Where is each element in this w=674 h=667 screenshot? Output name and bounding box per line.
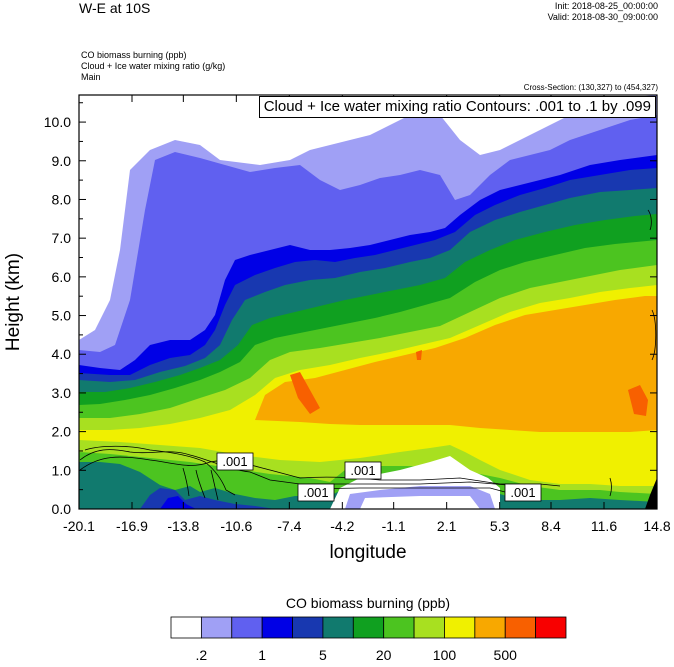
- colorbar-swatch: [444, 616, 476, 639]
- band-red-orange-spot3: [416, 350, 422, 360]
- contour-line: [299, 487, 506, 493]
- y-tick-label: 5.0: [52, 308, 72, 324]
- colorbar-swatch: [292, 616, 324, 639]
- colorbar-swatch: [535, 616, 567, 639]
- colorbar-swatch: [261, 616, 293, 639]
- contour-label-box: [297, 483, 335, 502]
- colorbar-swatch: [383, 616, 415, 639]
- colorbar-swatch: [474, 616, 506, 639]
- x-tick-label: 8.4: [541, 518, 561, 534]
- contour-label-box: [216, 452, 254, 471]
- colorbar-swatch: [504, 616, 537, 639]
- contour-line: [182, 467, 219, 501]
- valid-time: Valid: 2018-08-30_09:00:00: [547, 12, 658, 22]
- colorbar-swatch: [322, 616, 354, 639]
- band-lower-white: [360, 496, 480, 509]
- band-orange: [255, 296, 657, 432]
- y-tick-label: 3.0: [52, 385, 72, 401]
- contour-label-box: [344, 461, 382, 480]
- colorbar-title: CO biomass burning (ppb): [285, 595, 451, 611]
- plot-frame: [78, 94, 658, 510]
- terrain-corner: [645, 478, 657, 509]
- y-tick-label: 2.0: [52, 424, 72, 440]
- contour-label-text: .001: [510, 485, 535, 500]
- y-tick-label: 9.0: [52, 153, 72, 169]
- x-tick-label: 11.6: [591, 518, 617, 534]
- y-tick-label: 7.0: [52, 230, 72, 246]
- colorbar-tick-label: 500: [494, 647, 518, 663]
- plot-title: W-E at 10S: [79, 0, 151, 16]
- y-tick-label: 10.0: [44, 114, 71, 130]
- x-axis-label: longitude: [329, 542, 407, 563]
- contour-line-labels: .001 .001 .001 .001: [216, 452, 542, 502]
- colorbar-tick-label: .2: [196, 647, 208, 663]
- colorbar-swatch: [231, 616, 263, 639]
- field-label-co: CO biomass burning (ppb): [81, 50, 187, 60]
- x-tick-label: -20.1: [63, 518, 95, 534]
- contour-line: [609, 209, 657, 497]
- colorbar-swatch: [200, 616, 233, 639]
- heatmap-field: [79, 95, 657, 509]
- colorbar: .2 1 5 20 100 500: [170, 616, 567, 663]
- y-tick-label: 4.0: [52, 346, 72, 362]
- cross-section-label: Cross-Section: (130,327) to (454,327): [523, 83, 658, 92]
- y-axis-label: Height (km): [3, 252, 24, 352]
- y-tick-label: 1.0: [52, 462, 72, 478]
- contour-label-text: .001: [303, 485, 328, 500]
- x-tick-label: -16.9: [116, 518, 148, 534]
- band-red-orange-spot1: [290, 372, 320, 414]
- contour-line: [79, 449, 521, 487]
- band-lower-blue: [160, 496, 196, 509]
- x-tick-label: -7.4: [277, 518, 301, 534]
- contour-info-label: Cloud + Ice water mixing ratio Contours:…: [258, 96, 656, 118]
- contour-line: [84, 445, 236, 496]
- colorbar-tick-label: 100: [433, 647, 457, 663]
- colorbar-tick-label: 1: [258, 647, 266, 663]
- contour-label-text: .001: [350, 463, 375, 478]
- x-tick-label: 5.3: [490, 518, 510, 534]
- y-tick-label: 0.0: [52, 501, 72, 517]
- field-label-cloud: Cloud + Ice water mixing ratio (g/kg): [81, 61, 226, 71]
- x-tick-label: 2.1: [437, 518, 457, 534]
- band-lower-teal: [79, 462, 657, 509]
- init-time: Init: 2018-08-25_00:00:00: [554, 1, 658, 11]
- y-tick-label: 6.0: [52, 269, 72, 285]
- x-axis: -20.1 -16.9 -13.8 -10.6 -7.4 -4.2 -1.1 2.1 5.3 8.…: [63, 95, 671, 534]
- band-red-orange-spot2: [628, 385, 648, 416]
- contour-label-box: [504, 483, 542, 502]
- x-tick-label: -10.6: [220, 518, 252, 534]
- y-tick-label: 8.0: [52, 191, 72, 207]
- contour-label-text: .001: [222, 454, 247, 469]
- colorbar-swatch: [413, 616, 445, 639]
- colorbar-tick-label: 20: [376, 647, 392, 663]
- x-tick-label: -1.1: [382, 518, 406, 534]
- field-label-main: Main: [81, 72, 101, 82]
- y-axis: 0.0 1.0 2.0 3.0 4.0 5.0 6.0 7.0 8.0 9.0 10.0: [44, 102, 657, 517]
- x-tick-label: -13.8: [167, 518, 199, 534]
- x-tick-label: -4.2: [330, 518, 354, 534]
- x-tick-label: 14.8: [643, 518, 670, 534]
- colorbar-swatch: [170, 616, 202, 639]
- colorbar-swatch: [352, 616, 385, 639]
- colorbar-tick-label: 5: [319, 647, 327, 663]
